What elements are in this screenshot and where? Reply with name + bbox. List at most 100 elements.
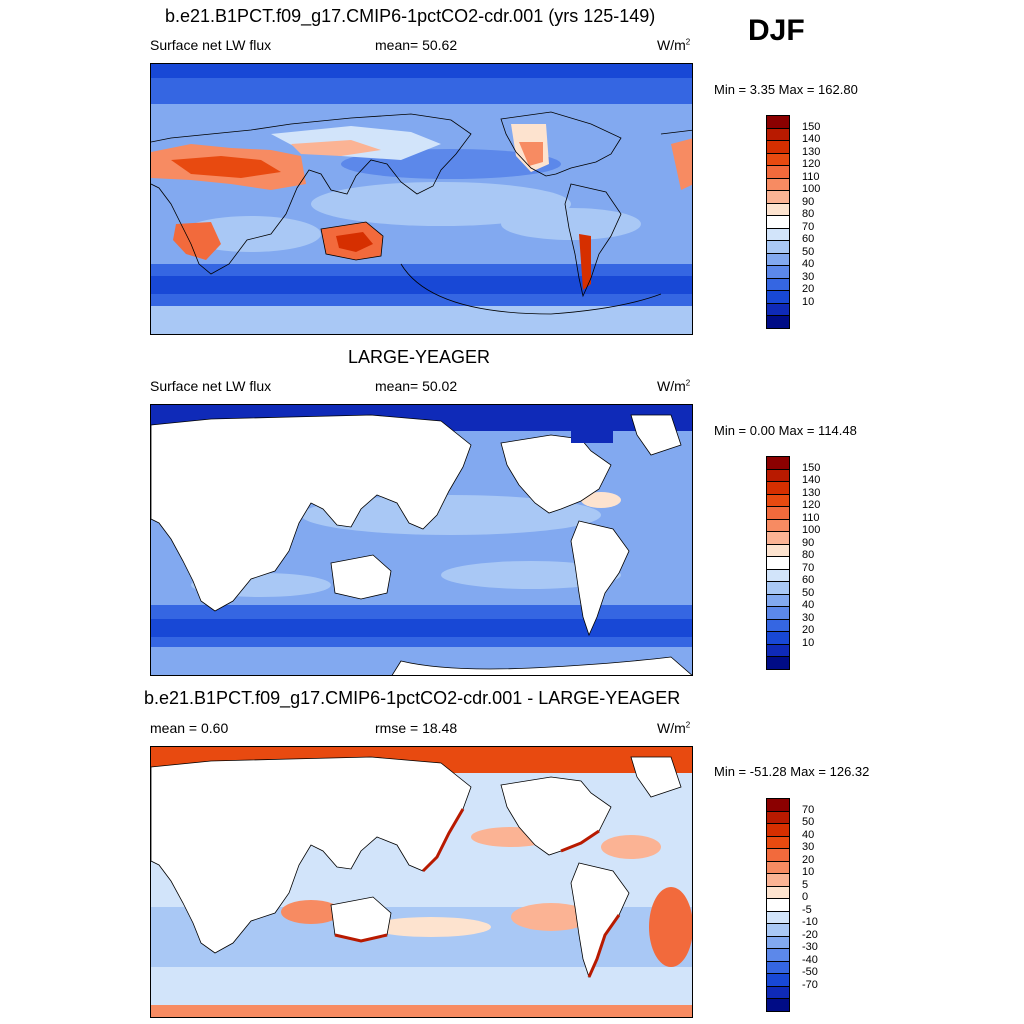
colorbar-tick-label: 30: [802, 841, 815, 854]
colorbar-tick-label: 140: [802, 133, 821, 146]
colorbar-segment: [766, 215, 790, 229]
colorbar-tick-label: -20: [802, 928, 818, 941]
colorbar-segment: [766, 481, 790, 495]
panel1-units-label: W/m2: [657, 37, 691, 53]
colorbar-segment: [766, 493, 790, 508]
colorbar-segment: [766, 885, 790, 900]
colorbar-segment: [766, 823, 790, 837]
panel1-map: [150, 63, 693, 335]
colorbar-segment: [766, 873, 790, 887]
panel2-colorbar: [766, 456, 790, 670]
colorbar-tick-label: 40: [802, 258, 815, 271]
colorbar-segment: [766, 177, 790, 192]
colorbar-tick-label: 60: [802, 574, 815, 587]
panel1-colorbar: [766, 115, 790, 329]
colorbar-tick-label: 120: [802, 499, 821, 512]
colorbar-segment: [766, 798, 790, 812]
colorbar-segment: [766, 227, 790, 242]
colorbar-segment: [766, 556, 790, 570]
colorbar-segment: [766, 935, 790, 950]
colorbar-segment: [766, 985, 790, 1000]
panel3-colorbar: [766, 798, 790, 1012]
panel3-units-label: W/m2: [657, 720, 691, 736]
colorbar-tick-label: -40: [802, 953, 818, 966]
colorbar-tick-label: 30: [802, 611, 815, 624]
colorbar-segment: [766, 240, 790, 254]
colorbar-tick-label: 60: [802, 233, 815, 246]
colorbar-segment: [766, 643, 790, 658]
colorbar-tick-label: 40: [802, 828, 815, 841]
colorbar-segment: [766, 923, 790, 937]
colorbar-tick-label: 20: [802, 624, 815, 637]
colorbar-segment: [766, 860, 790, 875]
colorbar-tick-label: 10: [802, 295, 815, 308]
colorbar-tick-label: -30: [802, 941, 818, 954]
colorbar-tick-label: 50: [802, 816, 815, 829]
colorbar-segment: [766, 152, 790, 167]
colorbar-tick-label: 10: [802, 636, 815, 649]
colorbar-tick-label: 40: [802, 599, 815, 612]
colorbar-segment: [766, 456, 790, 470]
colorbar-segment: [766, 302, 790, 317]
colorbar-segment: [766, 315, 790, 329]
colorbar-tick-label: 30: [802, 270, 815, 283]
colorbar-segment: [766, 568, 790, 583]
colorbar-segment: [766, 848, 790, 862]
colorbar-segment: [766, 606, 790, 620]
colorbar-segment: [766, 127, 790, 142]
colorbar-tick-label: 70: [802, 220, 815, 233]
colorbar-tick-label: -5: [802, 903, 812, 916]
colorbar-segment: [766, 468, 790, 483]
colorbar-segment: [766, 265, 790, 279]
colorbar-segment: [766, 518, 790, 533]
panel2-units-label: W/m2: [657, 378, 691, 394]
colorbar-segment: [766, 165, 790, 179]
colorbar-tick-label: 150: [802, 461, 821, 474]
colorbar-segment: [766, 948, 790, 962]
colorbar-segment: [766, 810, 790, 825]
colorbar-tick-label: 70: [802, 803, 815, 816]
panel3-title: b.e21.B1PCT.f09_g17.CMIP6-1pctCO2-cdr.00…: [144, 688, 681, 708]
colorbar-segment: [766, 618, 790, 633]
season-label: DJF: [748, 14, 805, 47]
colorbar-segment: [766, 973, 790, 987]
colorbar-segment: [766, 252, 790, 267]
colorbar-segment: [766, 631, 790, 645]
colorbar-segment: [766, 531, 790, 545]
colorbar-segment: [766, 656, 790, 670]
colorbar-tick-label: 130: [802, 145, 821, 158]
panel2-variable-label: Surface net LW flux: [150, 378, 272, 394]
colorbar-tick-label: 100: [802, 183, 821, 196]
colorbar-segment: [766, 506, 790, 520]
panel3-minmax-label: Min = -51.28 Max = 126.32: [714, 764, 870, 779]
colorbar-tick-label: 150: [802, 120, 821, 133]
colorbar-tick-label: 110: [802, 511, 820, 524]
colorbar-segment: [766, 140, 790, 154]
colorbar-tick-label: 110: [802, 170, 820, 183]
colorbar-segment: [766, 190, 790, 204]
colorbar-tick-label: 0: [802, 891, 809, 904]
colorbar-segment: [766, 290, 790, 304]
colorbar-segment: [766, 960, 790, 975]
colorbar-tick-label: 10: [802, 866, 815, 879]
colorbar-tick-label: 130: [802, 486, 821, 499]
colorbar-tick-label: -50: [802, 966, 818, 979]
colorbar-segment: [766, 910, 790, 925]
colorbar-tick-label: 20: [802, 283, 815, 296]
colorbar-segment: [766, 998, 790, 1012]
panel3-map: [150, 746, 693, 1018]
colorbar-tick-label: 140: [802, 474, 821, 487]
colorbar-tick-label: 100: [802, 524, 821, 537]
colorbar-segment: [766, 898, 790, 912]
colorbar-tick-label: 50: [802, 586, 815, 599]
colorbar-segment: [766, 115, 790, 129]
panel1-title: b.e21.B1PCT.f09_g17.CMIP6-1pctCO2-cdr.00…: [165, 6, 656, 26]
colorbar-tick-label: 5: [802, 878, 809, 891]
colorbar-tick-label: 80: [802, 208, 815, 221]
panel3-rmse-label: rmse = 18.48: [375, 720, 458, 736]
panel2-map: [150, 404, 693, 676]
colorbar-tick-label: 20: [802, 853, 815, 866]
colorbar-segment: [766, 835, 790, 850]
colorbar-tick-label: 80: [802, 549, 815, 562]
panel1-minmax-label: Min = 3.35 Max = 162.80: [714, 82, 858, 97]
